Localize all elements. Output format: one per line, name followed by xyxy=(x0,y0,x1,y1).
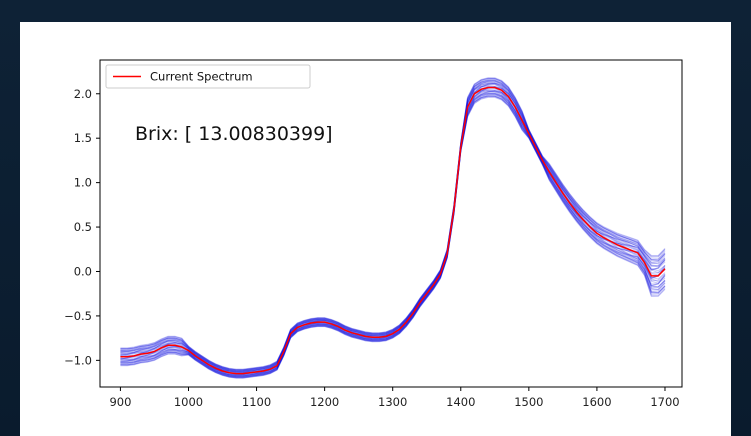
ensemble-spectrum-line xyxy=(120,92,666,378)
ensemble-spectrum-line xyxy=(120,95,666,379)
ensemble-spectrum-line xyxy=(120,90,666,374)
y-tick-label: −1.0 xyxy=(64,353,92,367)
ensemble-spectrum-line xyxy=(120,80,666,373)
current-spectrum-line xyxy=(120,86,666,375)
axes-frame xyxy=(99,59,683,388)
ensemble-spectrum-line xyxy=(120,79,666,372)
ensemble-spectrum-line xyxy=(120,82,666,372)
y-tick-label: 1.0 xyxy=(74,176,92,190)
ensemble-spectrum-line xyxy=(120,90,666,375)
ensemble-spectrum-line xyxy=(120,79,666,371)
y-tick-label: 0.5 xyxy=(74,220,92,234)
x-tick-label: 1200 xyxy=(310,395,339,409)
y-axis-ticks: −1.0 −0.5 0.0 0.5 1.0 1.5 2.0 xyxy=(64,87,100,367)
x-axis-ticks: 900 1000 1100 1200 1300 1400 1500 1600 1700 xyxy=(109,387,680,409)
plot-figure: 900 1000 1100 1200 1300 1400 1500 1600 1700 −1.0… xyxy=(20,22,731,436)
ensemble-spectrum-line xyxy=(120,82,666,375)
ensemble-spectrum-line xyxy=(120,77,666,371)
ensemble-spectrum-line xyxy=(120,90,666,377)
y-tick-label: 2.0 xyxy=(74,87,92,101)
ensemble-spectrum-line xyxy=(120,93,666,377)
ensemble-spectrum-line xyxy=(120,77,666,371)
ensemble-spectrum-line xyxy=(120,96,666,379)
x-tick-label: 1600 xyxy=(582,395,611,409)
brix-annotation: Brix: [ 13.00830399] xyxy=(135,123,333,145)
x-tick-label: 1100 xyxy=(242,395,271,409)
ensemble-spectrum-line xyxy=(120,77,666,370)
legend-label-current-spectrum: Current Spectrum xyxy=(150,70,253,84)
ensemble-spectrum-line xyxy=(120,92,666,378)
ensemble-spectrum-line xyxy=(120,90,666,377)
y-tick-label: −0.5 xyxy=(64,309,92,323)
ensemble-spectrum-line xyxy=(120,80,666,372)
ensemble-spectrum-line xyxy=(120,80,666,372)
x-tick-label: 1700 xyxy=(650,395,679,409)
y-tick-label: 0.0 xyxy=(74,264,92,278)
ensemble-spectrum-line xyxy=(120,80,666,371)
x-tick-label: 1000 xyxy=(174,395,203,409)
spectrum-chart: 900 1000 1100 1200 1300 1400 1500 1600 1700 −1.0… xyxy=(64,59,683,409)
ensemble-spectrum-line xyxy=(120,83,666,376)
ensemble-spectrum-line xyxy=(120,78,666,371)
ensemble-spectrum-line xyxy=(120,81,666,374)
x-tick-label: 1300 xyxy=(378,395,407,409)
legend: Current Spectrum xyxy=(105,64,311,89)
ensemble-spectrum-line xyxy=(120,82,666,372)
x-tick-label: 900 xyxy=(109,395,131,409)
y-tick-label: 1.5 xyxy=(74,131,92,145)
x-tick-label: 1400 xyxy=(446,395,475,409)
ensemble-spectrum-line xyxy=(120,89,666,376)
ensemble-spectrum-line xyxy=(120,95,666,379)
ensemble-spectrum-line xyxy=(120,89,666,378)
x-tick-label: 1500 xyxy=(514,395,543,409)
ensemble-spectrum-line xyxy=(120,94,666,378)
ensemble-spectrum-line xyxy=(120,82,666,374)
ensemble-spectrum-line xyxy=(120,83,666,373)
ensemble-spectrum-line xyxy=(120,92,666,376)
ensemble-spectrum-line xyxy=(120,96,666,379)
current-spectrum-series xyxy=(120,86,666,375)
ensemble-spectrum-line xyxy=(120,95,666,378)
legend-box xyxy=(105,64,311,89)
ensemble-spectrum-line xyxy=(120,93,666,378)
